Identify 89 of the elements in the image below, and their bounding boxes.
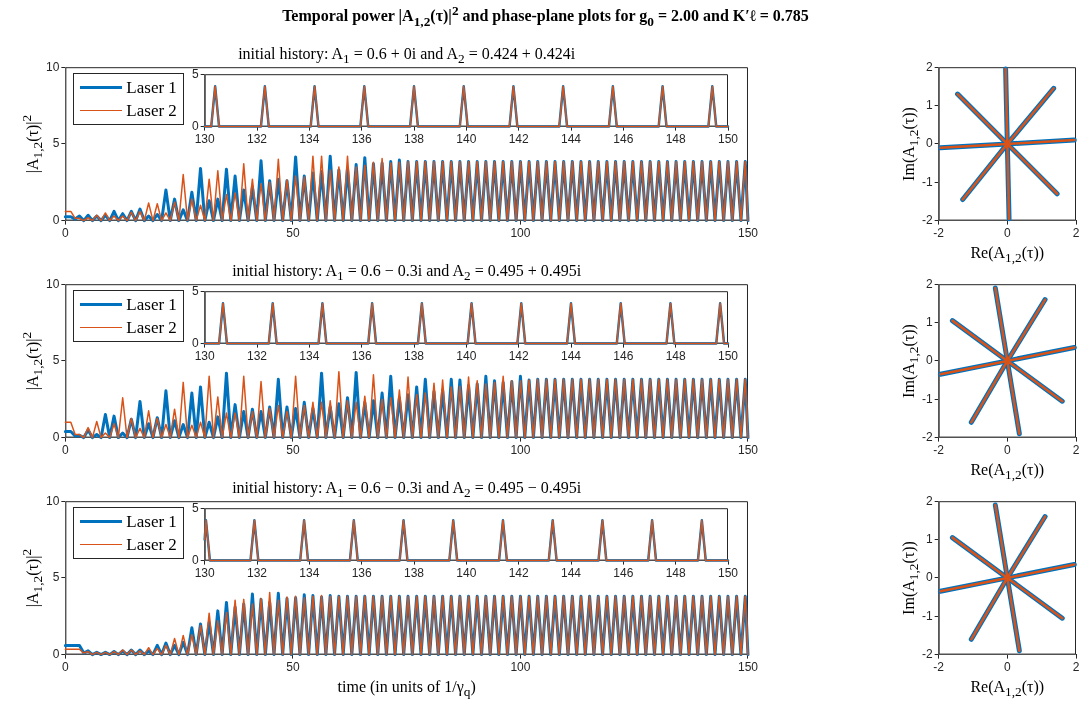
y-tick-label: 5 [52,353,60,368]
legend-label: Laser 2 [126,534,177,555]
x-tick-label: 134 [299,349,320,364]
x-tick-label: 2 [1072,226,1080,241]
x-tick-label: 142 [508,349,529,364]
legend-label: Laser 2 [126,100,177,121]
x-tick-label: 134 [299,566,320,581]
x-tick-label: 136 [351,132,372,147]
chart-title: Temporal power |A$_{1,2}$(τ)|$^{2}$ and phase-plane plots for g$_{0}$ = 2.00 and K′ℓ = 0.785 [281,3,810,30]
x-tick-label: 148 [665,132,686,147]
y-tick-label: 0 [52,429,60,444]
x-tick-label: 148 [665,566,686,581]
y-tick-label: 5 [191,500,199,515]
x-tick-label: 150 [737,660,759,675]
x-tick-label: 50 [286,660,300,675]
x-tick-label: 132 [246,349,268,364]
y-tick-label: -2 [922,429,933,444]
x-tick-label: 138 [403,566,425,581]
y-tick-label: 1 [925,531,933,546]
y-tick-label: 5 [191,66,199,81]
y-tick-label: 0 [191,552,199,567]
x-tick-label: 132 [246,566,268,581]
x-axis-title: Re(A$_{1,2}$(τ)) [969,244,1046,266]
legend-label: Laser 1 [126,294,177,315]
x-tick-label: 148 [665,349,686,364]
x-tick-label: 0 [1003,226,1011,241]
x-tick-label: 144 [560,349,582,364]
y-tick-label: 0 [191,335,199,350]
x-tick-label: 100 [510,443,531,458]
y-tick-label: 5 [52,136,60,151]
x-tick-label: 130 [194,349,216,364]
x-axis-title: time (in units of 1/γ$_{q}$) [336,678,477,700]
x-tick-label: 50 [286,226,300,241]
x-axis-title: Re(A$_{1,2}$(τ)) [969,461,1046,483]
chart-subtitle: initial history: A$_{1}$ = 0.6 + 0i and A$_{2}$ = 0.424 + 0.424i [237,45,577,68]
y-tick-label: -2 [922,212,933,227]
x-tick-label: 144 [560,132,582,147]
x-tick-label: 146 [613,132,634,147]
x-tick-label: 142 [508,132,529,147]
x-tick-label: 136 [351,349,372,364]
x-tick-label: 130 [194,566,216,581]
chart-title: initial history: A$_{1}$ = 0.6 − 0.3i and A$_{2}$ = 0.495 + 0.495i [231,262,583,285]
x-tick-label: 146 [613,349,634,364]
x-tick-label: 100 [510,660,531,675]
x-tick-label: 144 [560,566,582,581]
x-tick-label: 146 [613,566,634,581]
y-tick-label: 0 [191,118,199,133]
x-tick-label: 0 [1003,660,1011,675]
legend-label: Laser 1 [126,77,177,98]
y-tick-label: 5 [52,570,60,585]
x-tick-label: 134 [299,132,320,147]
x-tick-label: 2 [1072,443,1080,458]
x-tick-label: 150 [717,566,739,581]
y-tick-label: 0 [52,212,60,227]
x-tick-label: 142 [508,566,529,581]
x-tick-label: 138 [403,132,425,147]
x-tick-label: 132 [246,132,268,147]
x-tick-label: 100 [510,226,531,241]
x-tick-label: 138 [403,349,425,364]
x-tick-label: 140 [456,349,477,364]
x-axis-title: Re(A$_{1,2}$(τ)) [969,678,1046,700]
legend-label: Laser 2 [126,317,177,338]
y-tick-label: 2 [925,59,933,74]
y-tick-label: 2 [925,276,933,291]
y-tick-label: 1 [925,314,933,329]
y-tick-label: -1 [922,391,933,406]
y-tick-label: 1 [925,97,933,112]
x-tick-label: 150 [717,349,739,364]
x-tick-label: 150 [737,443,759,458]
y-tick-label: 10 [45,276,60,291]
y-tick-label: -1 [922,174,933,189]
x-tick-label: 140 [456,132,477,147]
x-tick-label: 150 [737,226,759,241]
x-tick-label: 50 [286,443,300,458]
y-tick-label: -1 [922,608,933,623]
legend-label: Laser 1 [126,511,177,532]
x-tick-label: 140 [456,566,477,581]
y-tick-label: 10 [45,59,60,74]
x-tick-label: 0 [1003,443,1011,458]
y-tick-label: 5 [191,283,199,298]
x-tick-label: 136 [351,566,372,581]
x-tick-label: 150 [717,132,739,147]
y-tick-label: 2 [925,493,933,508]
x-tick-label: 130 [194,132,216,147]
y-tick-label: 0 [52,646,60,661]
x-tick-label: 2 [1072,660,1080,675]
chart-title: initial history: A$_{1}$ = 0.6 − 0.3i and A$_{2}$ = 0.495 − 0.495i [231,479,583,502]
y-tick-label: 10 [45,493,60,508]
y-tick-label: -2 [922,646,933,661]
